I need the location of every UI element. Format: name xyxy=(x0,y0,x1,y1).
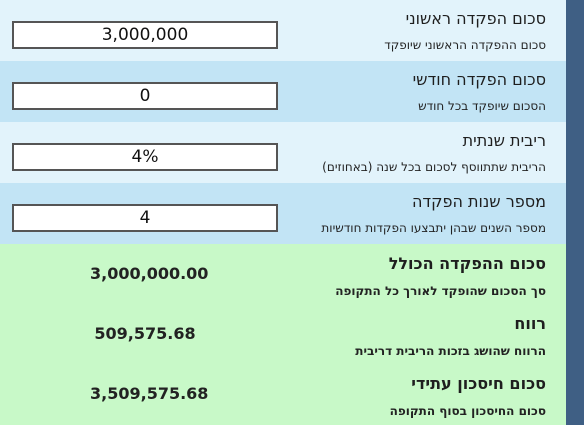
compound-interest-calculator: סכום הפקדה ראשוני סכום ההפקדה הראשוני שי… xyxy=(0,0,566,425)
profit-label: רווח xyxy=(514,314,546,333)
future-savings-label: סכום חיסכון עתידי xyxy=(411,374,546,393)
deposit-years-row: מספר שנות הפקדה מספר השנים שבהן יתבצעו ה… xyxy=(0,183,566,244)
annual-interest-input[interactable] xyxy=(12,143,278,171)
annual-interest-description: הריבית שתתווסף לסכום בכל שנה (באחוזים) xyxy=(322,160,546,174)
initial-deposit-input[interactable] xyxy=(12,21,278,49)
profit-result: רווח 509,575.68 הרווח שהושג בזכות הריבית… xyxy=(0,304,566,364)
total-deposit-result: סכום ההפקדה הכולל 3,000,000.00 סך הסכום … xyxy=(0,244,566,304)
deposit-years-input[interactable] xyxy=(12,204,278,232)
future-savings-value: 3,509,575.68 xyxy=(90,384,209,403)
future-savings-description: סכום החיסכון בסוף התקופה xyxy=(389,404,546,418)
monthly-deposit-input[interactable] xyxy=(12,82,278,110)
page-scrollbar[interactable] xyxy=(566,0,584,425)
deposit-years-description: מספר השנים שבהן יתבצעו הפקדות חודשיות xyxy=(321,221,546,235)
results-panel: סכום ההפקדה הכולל 3,000,000.00 סך הסכום … xyxy=(0,244,566,425)
future-savings-result: סכום חיסכון עתידי 3,509,575.68 סכום החיס… xyxy=(0,364,566,424)
initial-deposit-description: סכום ההפקדה הראשוני שיופקד xyxy=(384,38,546,52)
monthly-deposit-label: סכום הפקדה חודשי xyxy=(412,70,546,89)
deposit-years-label: מספר שנות הפקדה xyxy=(411,192,546,211)
initial-deposit-row: סכום הפקדה ראשוני סכום ההפקדה הראשוני שי… xyxy=(0,0,566,61)
annual-interest-label: ריבית שנתית xyxy=(462,131,546,150)
profit-description: הרווח שהושג בזכות הריבית דריבית xyxy=(355,344,546,358)
initial-deposit-label: סכום הפקדה ראשוני xyxy=(405,9,546,28)
annual-interest-row: ריבית שנתית הריבית שתתווסף לסכום בכל שנה… xyxy=(0,122,566,183)
total-deposit-label: סכום ההפקדה הכולל xyxy=(388,254,546,273)
monthly-deposit-row: סכום הפקדה חודשי הסכום שיופקד בכל חודש xyxy=(0,61,566,122)
profit-value: 509,575.68 xyxy=(94,324,196,343)
total-deposit-description: סך הסכום שהופקד לאורך כל התקופה xyxy=(335,284,546,298)
monthly-deposit-description: הסכום שיופקד בכל חודש xyxy=(418,99,546,113)
total-deposit-value: 3,000,000.00 xyxy=(90,264,209,283)
